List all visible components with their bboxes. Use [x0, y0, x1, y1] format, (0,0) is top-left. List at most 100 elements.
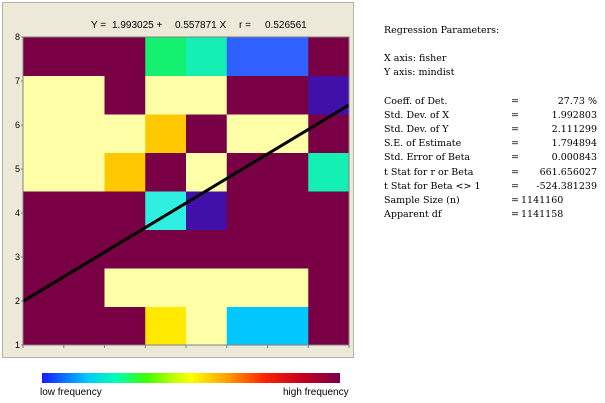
heatmap-cell — [267, 191, 309, 230]
heatmap-cell — [104, 191, 146, 230]
param-value: 661.656027 — [539, 166, 597, 178]
y-tick-label: 1 — [15, 340, 20, 350]
equation-intercept: 1.993025 + — [112, 20, 162, 31]
y-tick-label: 7 — [15, 76, 20, 86]
heatmap-cell — [226, 306, 268, 346]
params-title: Regression Parameters: — [384, 25, 500, 36]
heatmap-cell — [267, 306, 309, 346]
heatmap-cell — [186, 191, 228, 230]
heatmap-cell — [104, 75, 146, 115]
heatmap-cell — [23, 75, 65, 115]
param-label: t Stat for r or Beta — [384, 166, 474, 178]
heatmap-cell — [63, 114, 105, 153]
heatmap-cell — [145, 75, 187, 115]
heatmap-cell — [308, 191, 350, 230]
regression-line — [22, 103, 350, 303]
heatmap-cell — [186, 37, 228, 76]
heatmap-cell — [63, 152, 105, 192]
param-label: Std. Dev. of Y — [384, 123, 449, 135]
heatmap-cell — [104, 306, 146, 346]
heatmap-cell — [63, 75, 105, 115]
param-label: Std. Dev. of X — [384, 109, 449, 121]
heatmap-cell — [226, 268, 268, 307]
heatmap-cell — [63, 37, 105, 76]
y-tick-label: 4 — [15, 208, 20, 218]
y-tick-label: 8 — [15, 32, 20, 42]
param-label: S.E. of Estimate — [384, 138, 462, 150]
heatmap-cell — [145, 152, 187, 192]
param-equals: = — [511, 180, 519, 192]
heatmap-cell — [63, 191, 105, 230]
chart-panel: Y = 1.993025 + 0.557871 X r = 0.526561 1… — [2, 2, 354, 358]
heatmap-cell — [23, 191, 65, 230]
param-value: 1.992803 — [551, 109, 597, 121]
heatmap-cell — [63, 306, 105, 346]
heatmap-cell — [145, 306, 187, 346]
param-row: Coeff. of Det. = 27.73 % — [384, 95, 599, 109]
param-row: Apparent df = 1141158 — [384, 208, 599, 222]
param-row: Std. Dev. of X = 1.992803 — [384, 109, 599, 123]
legend-high-label: high frequency — [283, 387, 349, 398]
heatmap-cell — [308, 268, 350, 307]
heatmap-cell — [226, 114, 268, 153]
heatmap-cell — [186, 75, 228, 115]
heatmap-cell — [308, 152, 350, 192]
heatmap-cell — [145, 229, 187, 269]
equation-r-label: r = — [239, 20, 251, 31]
heatmap-cell — [308, 229, 350, 269]
param-equals: = — [511, 123, 519, 135]
param-label: Sample Size (n) — [384, 194, 460, 206]
heatmap-cell — [267, 37, 309, 76]
y-tick-label: 5 — [15, 164, 20, 174]
param-equals: = — [511, 109, 519, 121]
param-row: Sample Size (n) = 1141160 — [384, 194, 599, 208]
param-equals: = — [511, 194, 519, 206]
heatmap-cell — [186, 152, 228, 192]
equation-r-value: 0.526561 — [265, 20, 307, 31]
heatmap-cell — [186, 114, 228, 153]
equation-y-label: Y = — [91, 20, 106, 31]
y-tick-label: 3 — [15, 252, 20, 262]
heatmap-chart: Y = 1.993025 + 0.557871 X r = 0.526561 1… — [15, 20, 350, 350]
param-equals: = — [511, 95, 519, 107]
param-value: 1141160 — [521, 194, 564, 206]
heatmap-cell — [186, 306, 228, 346]
heatmap-cell — [267, 152, 309, 192]
color-scale-bar — [42, 373, 340, 383]
param-value: 1141158 — [521, 209, 564, 221]
heatmap-cell — [308, 37, 350, 76]
heatmap-cell — [308, 114, 350, 153]
regression-parameters-panel: Regression Parameters: X axis: fisher Y … — [384, 24, 599, 222]
heatmap-cell — [267, 75, 309, 115]
heatmap-cell — [23, 152, 65, 192]
equation-slope: 0.557871 X — [175, 20, 226, 31]
y-tick-label: 2 — [15, 296, 20, 306]
param-equals: = — [511, 209, 519, 221]
param-value: -524.381239 — [536, 180, 597, 192]
heatmap-cell — [267, 268, 309, 307]
param-label: Apparent df — [384, 209, 442, 221]
heatmap-cell — [186, 229, 228, 269]
param-row: t Stat for Beta <> 1 = -524.381239 — [384, 180, 599, 194]
heatmap-cell — [226, 191, 268, 230]
heatmap-cell — [308, 306, 350, 346]
param-equals: = — [511, 152, 519, 164]
y-tick-label: 6 — [15, 120, 20, 130]
param-value: 2.111299 — [551, 123, 597, 135]
heatmap-cell — [145, 114, 187, 153]
heatmap-cell — [145, 37, 187, 76]
heatmap-cell — [104, 152, 146, 192]
param-label: Coeff. of Det. — [384, 95, 448, 107]
legend-low-label: low frequency — [40, 387, 102, 398]
x-axis-label: X axis: fisher — [384, 53, 447, 65]
y-axis-label: Y axis: mindist — [384, 67, 455, 79]
param-row: Std. Dev. of Y = 2.111299 — [384, 123, 599, 137]
param-equals: = — [511, 138, 519, 150]
heatmap-cell — [104, 37, 146, 76]
param-equals: = — [511, 166, 519, 178]
heatmap-cell — [226, 37, 268, 76]
param-row: t Stat for r or Beta = 661.656027 — [384, 166, 599, 180]
plot-border — [22, 36, 350, 346]
heatmap-cell — [226, 229, 268, 269]
heatmap-cell — [104, 268, 146, 307]
